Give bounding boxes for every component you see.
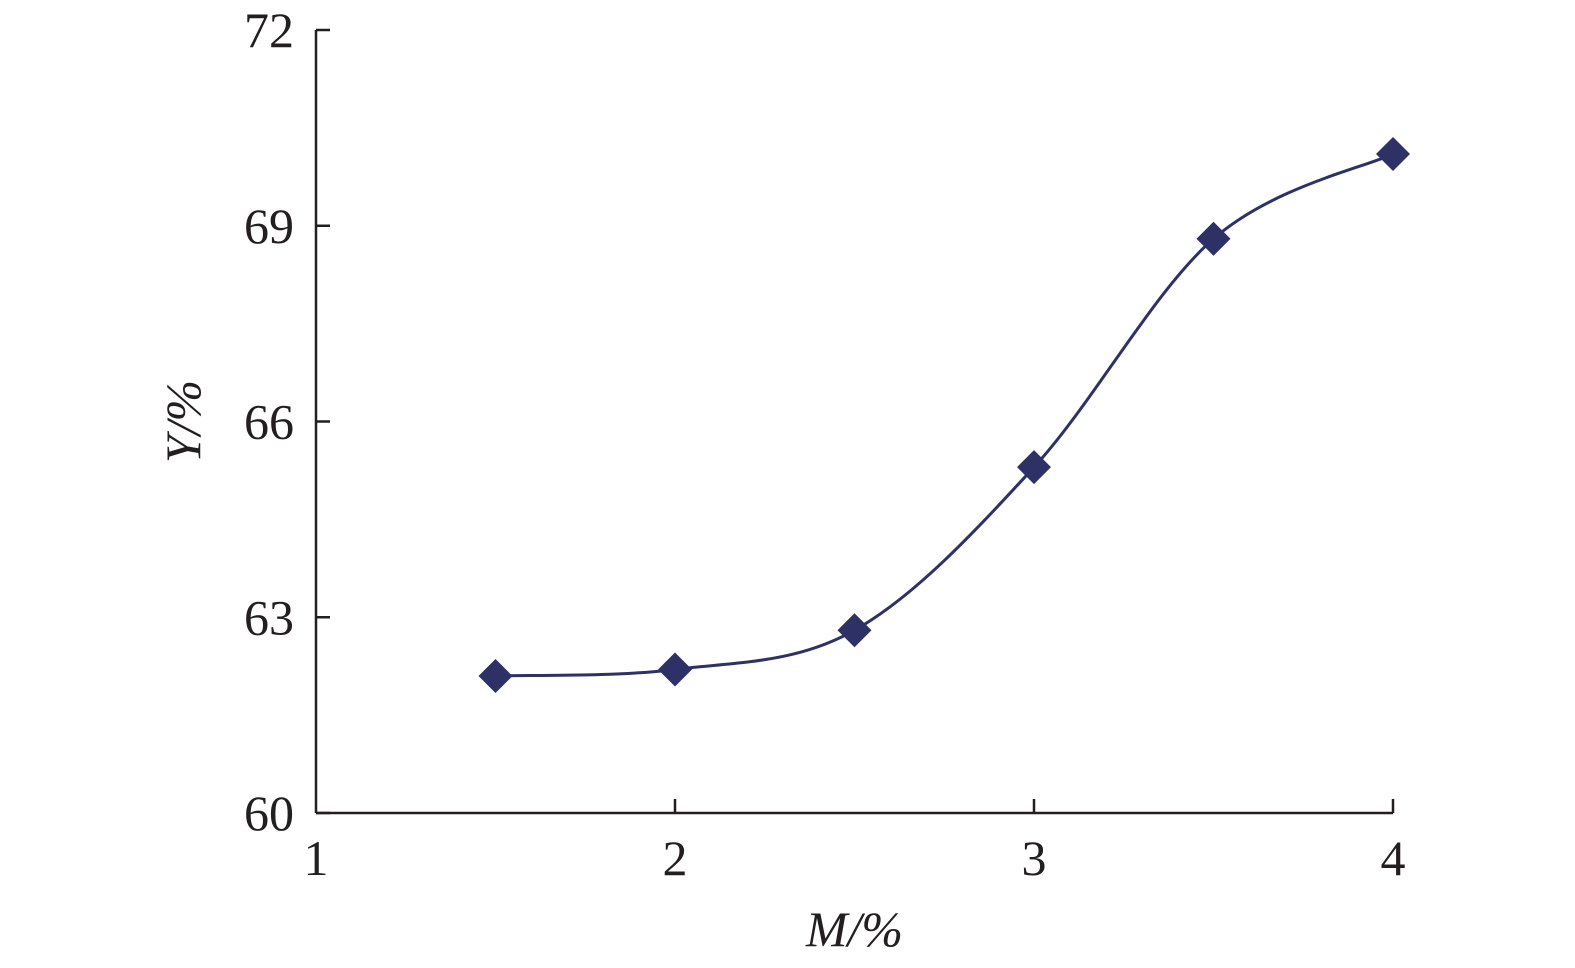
x-tick-label: 4	[1381, 830, 1406, 886]
data-point-marker	[658, 652, 692, 687]
y-tick-label: 66	[244, 394, 294, 450]
data-point-marker	[1017, 450, 1051, 485]
series-line	[495, 152, 1394, 678]
y-tick-label: 60	[244, 785, 294, 841]
x-tick-label: 3	[1022, 830, 1047, 886]
x-axis-title: M/%	[805, 901, 903, 957]
data-point-marker	[1376, 136, 1410, 171]
x-tick-label: 1	[304, 830, 329, 886]
data-point-marker	[837, 613, 872, 648]
data-point-marker	[478, 658, 513, 693]
y-tick-label: 69	[244, 198, 294, 254]
series-layer	[478, 136, 1410, 693]
x-ticks: 1 2 3 4	[304, 799, 1406, 886]
x-tick-label: 2	[663, 830, 688, 886]
axes	[314, 30, 1393, 815]
y-tick-label: 72	[244, 2, 294, 58]
y-axis-title: Y/%	[155, 380, 211, 463]
y-tick-label: 63	[244, 589, 294, 645]
data-point-marker	[1196, 221, 1231, 256]
y-ticks: 60 63 66 69 72	[244, 2, 330, 841]
